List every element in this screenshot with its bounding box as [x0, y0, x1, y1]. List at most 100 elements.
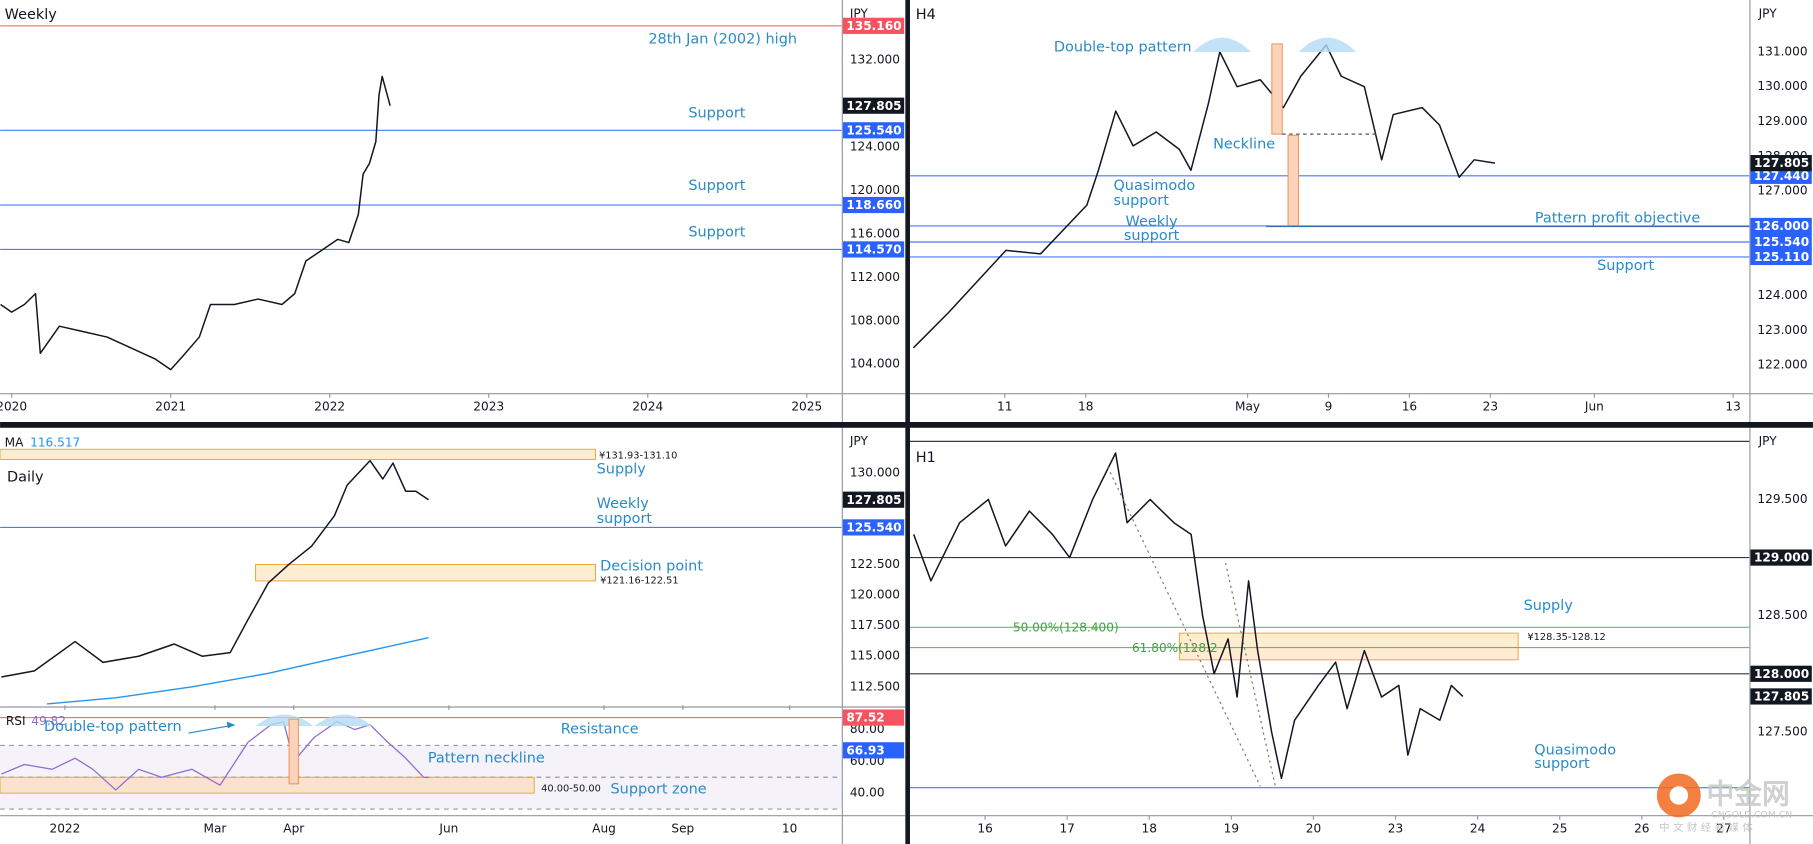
y-tick-label: 127.500 [1757, 724, 1807, 738]
price-line [912, 44, 1496, 349]
price-tag [842, 122, 905, 139]
panel-title: Daily [7, 469, 44, 485]
zone-label: 40.00-50.00 [541, 784, 601, 795]
price-tag-label: 125.540 [846, 520, 901, 534]
price-tag [842, 97, 905, 114]
x-tick-label: 18 [1142, 821, 1157, 835]
x-tick-label: 2023 [473, 399, 504, 413]
y-tick-label: 128.500 [1757, 608, 1807, 622]
price-tag [842, 709, 905, 726]
y-tick-label: 130.000 [850, 465, 900, 479]
y-tick-label: 127.000 [1757, 184, 1807, 198]
y-tick-label: 124.000 [850, 140, 900, 154]
x-tick-label: 24 [1470, 821, 1486, 835]
x-tick-label: 10 [782, 821, 797, 835]
x-tick-label: 16 [1402, 399, 1417, 413]
divider [0, 422, 1813, 428]
y-tick-label: 120.000 [850, 183, 900, 197]
y-tick-label: 108.000 [850, 313, 900, 327]
price-tag [842, 742, 905, 759]
price-tag-label: 66.93 [846, 743, 884, 757]
annotation: Double-top pattern [1054, 39, 1192, 55]
x-tick-label: 26 [1634, 821, 1649, 835]
y-tick-label: 129.000 [1757, 114, 1807, 128]
tagline: 中文财经新媒体 [1659, 821, 1756, 834]
y-tick-label: 116.000 [850, 226, 900, 240]
x-tick-label: 11 [997, 399, 1012, 413]
y-tick-label: 124.000 [1757, 288, 1807, 302]
x-tick-label: 17 [1059, 821, 1074, 835]
ma-line [47, 637, 429, 705]
x-tick-label: 9 [1325, 399, 1333, 413]
x-tick-label: 27 [1716, 821, 1731, 835]
price-tag [1750, 167, 1812, 184]
x-tick-label: Sep [671, 821, 694, 835]
y-tick-label: 112.000 [850, 270, 900, 284]
rsi-value: 49.82 [31, 714, 66, 728]
top-arc [1193, 37, 1252, 53]
unit: JPY [849, 6, 869, 20]
y-tick-label: 129.500 [1757, 492, 1807, 506]
panel-title: Weekly [5, 7, 58, 23]
arrow [188, 724, 235, 734]
price-tag [1750, 248, 1812, 266]
price-tag [1750, 549, 1812, 566]
x-tick-label: Jun [1584, 399, 1604, 413]
y-tick-label: 104.000 [850, 357, 900, 371]
unit: JPY [1758, 6, 1778, 20]
price-tag [1750, 217, 1812, 235]
x-tick-label: 2025 [791, 399, 822, 413]
price-tag-label: 127.805 [846, 493, 901, 507]
rsi-line [1, 720, 429, 791]
price-tag-label: 127.805 [846, 99, 901, 113]
price-tag [842, 491, 905, 508]
x-tick-label: 18 [1078, 399, 1093, 413]
panel: 2022 Mar Apr Jun Aug Sep 10 [0, 448, 842, 835]
price-tag [842, 17, 905, 34]
x-tick-label: 2022 [49, 821, 80, 835]
price-tag [1750, 233, 1812, 251]
pattern-shapes [188, 37, 1750, 787]
x-tick-label: 2021 [155, 399, 186, 413]
annotation: Double-top pattern [44, 719, 182, 735]
annotation: 28th Jan (2002) high [648, 31, 797, 47]
annotation: Neckline [1213, 137, 1275, 153]
unit: JPY [849, 434, 869, 448]
annotation: Support [688, 105, 745, 121]
annotation: Support zone [611, 782, 707, 798]
annotation: Support [688, 224, 745, 240]
y-tick-label: 112.500 [850, 679, 900, 693]
price-tag-label: 127.440 [1754, 169, 1809, 183]
price-tag-label: 127.805 [1754, 156, 1809, 170]
annotation: Quasimodo [1534, 742, 1616, 758]
top-arc [314, 714, 373, 727]
y-tick-label: 123.000 [1757, 323, 1807, 337]
ma-value: 116.517 [30, 435, 80, 449]
annotation: support [1113, 193, 1169, 209]
y-tick-label: 40.00 [850, 786, 885, 800]
annotation: Weekly [597, 496, 650, 512]
price-tag-label: 128.000 [1754, 667, 1809, 681]
plot-layers: 202020212022202320242025Apr1118May91623J… [0, 25, 1750, 835]
zone [0, 776, 535, 794]
brand: 中金网 [1707, 777, 1790, 810]
panel: 16 17 18 19 20 23 24 25 26 27 [909, 440, 1750, 835]
annotation: Pattern neckline [428, 750, 545, 766]
price-tag-label: 129.000 [1754, 551, 1809, 565]
annotation: Decision point [600, 559, 703, 575]
price-tag [1750, 688, 1812, 705]
y-tick-label: 131.000 [1757, 44, 1807, 58]
measure-bar [288, 718, 299, 785]
price-tag [1750, 155, 1812, 172]
zone-label: ¥121.16-122.51 [600, 575, 678, 586]
top-arc [1298, 37, 1357, 53]
fib-label: 50.00%(128.400) [1013, 620, 1119, 634]
arrow-head [226, 721, 235, 729]
zone [0, 448, 596, 460]
y-tick-label: 122.000 [1757, 358, 1807, 372]
unit: JPY [1758, 434, 1778, 448]
x-tick-label: Aug [592, 821, 616, 835]
annotation: Supply [597, 461, 647, 477]
y-tick-label: 117.500 [850, 618, 900, 632]
